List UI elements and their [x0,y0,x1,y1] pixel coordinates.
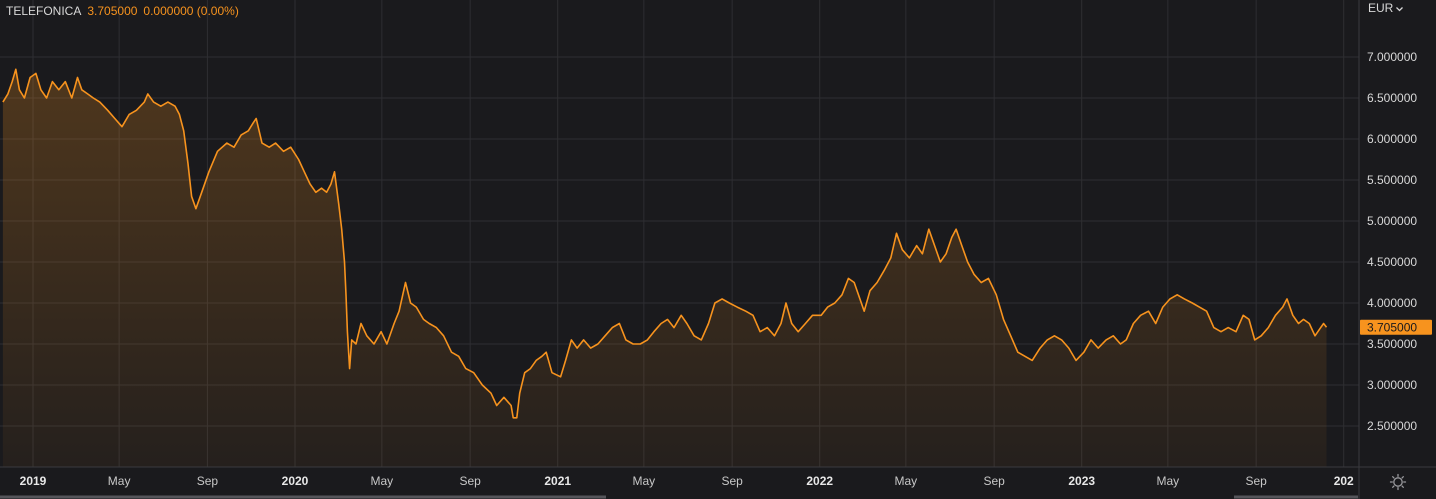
x-tick-label: May [108,474,131,488]
x-tick-label: Sep [983,474,1005,488]
x-tick-label: 202 [1334,474,1354,488]
x-tick-label: May [1157,474,1180,488]
x-tick-label: May [371,474,394,488]
y-tick-label: 6.000000 [1367,132,1417,146]
x-tick-label: 2020 [282,474,309,488]
y-tick-label: 3.500000 [1367,337,1417,351]
x-tick-label: May [633,474,656,488]
x-tick-label: 2023 [1068,474,1095,488]
y-tick-label: 5.000000 [1367,214,1417,228]
currency-label: EUR [1368,1,1394,15]
legend-change: 0.000000 (0.00%) [143,4,239,18]
x-tick-label: 2022 [806,474,833,488]
last-price-tag-label: 3.705000 [1367,321,1417,335]
y-axis-panel [1359,0,1436,499]
y-tick-label: 4.500000 [1367,255,1417,269]
x-tick-label: Sep [459,474,481,488]
x-tick-label: Sep [721,474,743,488]
gear-icon[interactable] [1389,473,1407,491]
chevron-down-icon [1396,6,1404,12]
x-tick-label: 2019 [20,474,47,488]
x-axis-labels: 2019 May Sep 2020 May Sep 2021 May Sep 2022 May Sep… [20,474,1354,488]
currency-selector[interactable]: EUR [1368,1,1404,15]
x-tick-label: 2021 [544,474,571,488]
y-tick-label: 2.500000 [1367,419,1417,433]
x-tick-label: Sep [1245,474,1267,488]
y-tick-label: 6.500000 [1367,91,1417,105]
chart-legend: TELEFONICA 3.705000 0.000000 (0.00%) [6,4,239,18]
x-tick-label: May [895,474,918,488]
y-tick-label: 4.000000 [1367,296,1417,310]
legend-symbol: TELEFONICA [6,4,82,18]
price-area-fill [2,69,1327,468]
price-series-line [2,68,1328,419]
legend-price: 3.705000 [87,4,138,18]
last-price-tag-bg [1360,319,1432,335]
last-price-tag: 3.705000 [1360,319,1432,335]
x-tick-label: Sep [197,474,219,488]
y-tick-label: 5.500000 [1367,173,1417,187]
y-axis-labels: 7.000000 6.500000 6.000000 5.500000 5.000000… [1367,50,1417,433]
y-tick-label: 7.000000 [1367,50,1417,64]
y-tick-label: 3.000000 [1367,378,1417,392]
